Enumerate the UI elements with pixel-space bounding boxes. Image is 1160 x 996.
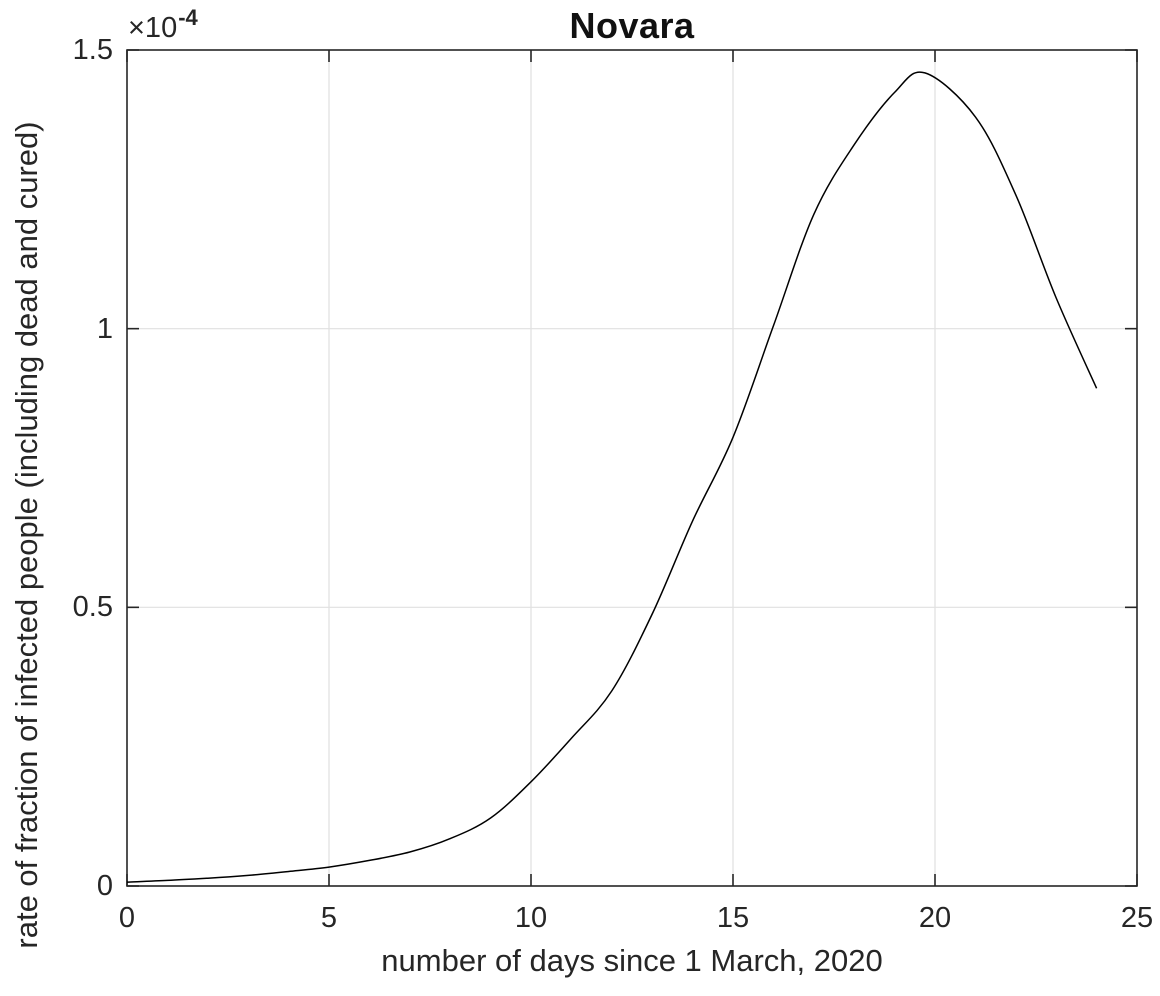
x-tick-label: 5	[320, 902, 338, 934]
plot-box	[126, 49, 1138, 887]
x-tick-label: 20	[918, 902, 952, 934]
x-tick-label: 15	[716, 902, 750, 934]
data-curve	[126, 71, 1098, 883]
chart-title: Novara	[569, 5, 695, 46]
x-tick-label: 25	[1120, 902, 1154, 934]
y-axis-exponent-label: ×10-4	[128, 5, 198, 45]
y-tick-label: 1	[96, 312, 113, 345]
y-axis-exponent-base: ×10	[128, 12, 178, 44]
y-tick-label: 0.5	[72, 591, 113, 624]
x-tick-label: 10	[514, 902, 548, 934]
y-tick-label: 1.5	[72, 34, 113, 66]
x-tick-label: 0	[118, 902, 136, 934]
y-axis-exponent-power: -4	[178, 5, 198, 30]
y-tick-label: 0	[96, 870, 113, 902]
x-axis-label: number of days since 1 March, 2020	[381, 943, 883, 978]
